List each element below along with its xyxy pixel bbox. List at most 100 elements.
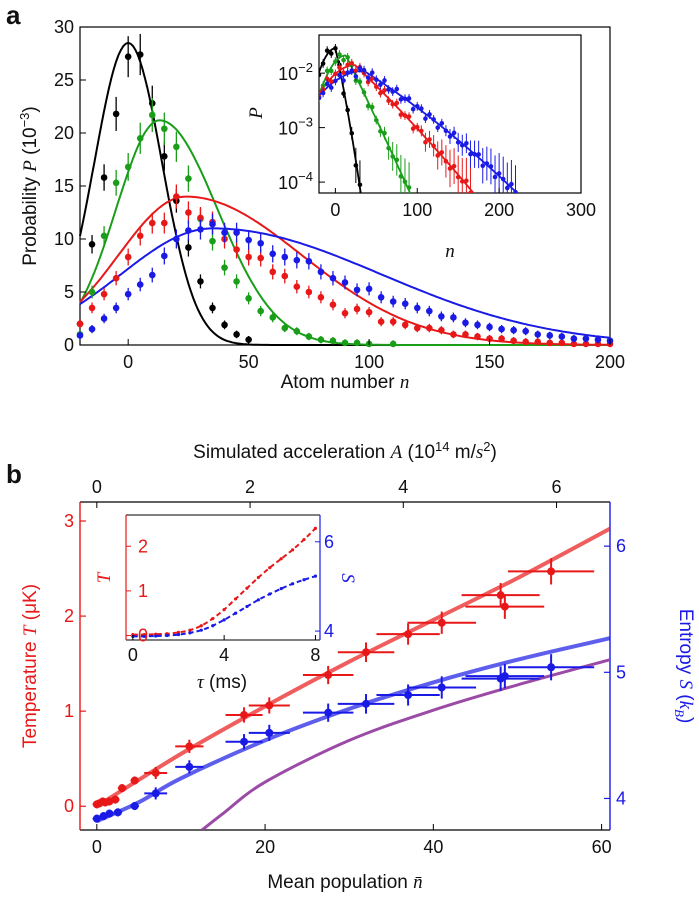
panel-b-inset-right-ticks: 46 xyxy=(315,532,334,641)
left-tick-label: 2 xyxy=(64,606,74,626)
inset-entropy-point xyxy=(256,598,260,602)
red-data-point xyxy=(185,209,192,216)
red-data-point xyxy=(281,272,289,280)
blue-data-point xyxy=(462,319,469,327)
blue-inset-point xyxy=(394,86,400,92)
panel-a-data-points xyxy=(76,33,614,348)
blue-inset-point xyxy=(427,112,432,117)
blue-data-point xyxy=(317,268,325,276)
blue-inset-point xyxy=(439,120,445,126)
inset-entropy-point xyxy=(154,634,158,638)
blue-data-point xyxy=(510,326,517,334)
red-inset-point xyxy=(419,128,424,134)
temperature-point xyxy=(404,630,413,639)
red-data-point xyxy=(233,246,240,253)
red-data-point xyxy=(173,193,180,200)
red-inset-point xyxy=(394,100,400,106)
blue-inset-point xyxy=(484,161,490,166)
entropy-point xyxy=(113,808,122,817)
blue-inset-point xyxy=(386,87,391,92)
red-inset-point xyxy=(414,124,420,130)
red-inset-point xyxy=(464,178,469,183)
temperature-point xyxy=(547,567,556,576)
inset-entropy-point xyxy=(176,633,181,637)
red-data-point xyxy=(317,294,325,301)
entropy-point xyxy=(151,789,160,798)
panel-b-inset-x-label: τ (ms) xyxy=(197,672,247,693)
x-tick-label: 20 xyxy=(255,837,275,857)
x-tick-label: 60 xyxy=(592,837,612,857)
green-data-point xyxy=(173,143,180,151)
blue-inset-point xyxy=(480,163,486,169)
blue-data-point xyxy=(221,229,228,236)
panel-b-data-points xyxy=(92,558,595,823)
x-tick-label: 40 xyxy=(423,837,443,857)
entropy-point xyxy=(185,762,194,771)
red-data-point xyxy=(329,301,337,309)
red-data-point xyxy=(365,308,373,316)
blue-data-point xyxy=(341,279,349,286)
blue-fit-line xyxy=(79,227,611,339)
x-tick-label: 100 xyxy=(354,352,384,372)
red-data-point xyxy=(558,339,566,347)
blue-inset-point xyxy=(337,72,342,78)
blue-data-point xyxy=(329,274,337,282)
inset-temperature-point xyxy=(176,630,181,635)
red-inset-point xyxy=(345,62,350,68)
red-data-point xyxy=(257,254,264,262)
blue-data-point xyxy=(353,286,361,294)
panel-b-inset-x-ticks: 0 4 8 xyxy=(128,635,320,665)
black-data-point xyxy=(233,331,240,338)
green-data-point xyxy=(353,339,361,347)
red-data-point xyxy=(438,326,445,334)
green-inset-point xyxy=(333,59,338,64)
panel-b-top-ticks: 0 2 4 6 xyxy=(92,477,562,508)
blue-inset-point xyxy=(333,78,338,84)
red-inset-point xyxy=(369,76,375,81)
inset-entropy-point xyxy=(233,611,238,615)
blue-inset-point xyxy=(345,70,350,75)
red-inset-point xyxy=(468,190,473,193)
temperature-point xyxy=(500,602,509,611)
red-inset-point xyxy=(459,179,465,184)
blue-data-point xyxy=(76,332,84,339)
green-inset-point xyxy=(345,54,350,60)
y-tick-label: 30 xyxy=(54,17,74,37)
panel-a-y-ticks: 0 5 10 15 20 25 30 xyxy=(54,17,86,355)
black-data-point xyxy=(88,241,96,248)
blue-data-point xyxy=(377,294,385,301)
red-data-point xyxy=(462,331,469,338)
inset-temperature-point xyxy=(256,575,260,580)
blue-data-point xyxy=(498,325,505,333)
inset-entropy-point xyxy=(268,592,272,596)
panel-a-inset-y-ticks: 10−2 10−3 10−4 xyxy=(278,60,325,193)
x-tick-label: 200 xyxy=(595,352,625,372)
red-data-point xyxy=(522,338,529,346)
red-data-point xyxy=(112,274,120,282)
blue-inset-point xyxy=(374,77,379,82)
inset-temperature-point xyxy=(313,526,318,530)
green-data-point xyxy=(161,125,168,133)
inset-x-tick-label: 8 xyxy=(310,645,320,665)
blue-data-point xyxy=(257,239,264,247)
green-inset-point xyxy=(390,154,395,159)
red-inset-point xyxy=(386,98,391,103)
red-data-point xyxy=(100,290,108,298)
red-data-point xyxy=(76,320,84,328)
red-data-point xyxy=(474,333,481,340)
blue-inset-point xyxy=(419,106,424,111)
x-tick-label: 0 xyxy=(123,352,133,372)
blue-inset-point xyxy=(398,97,404,102)
blue-data-point xyxy=(185,227,192,234)
inset-temperature-point xyxy=(245,586,249,590)
blue-data-point xyxy=(148,271,156,279)
blue-data-point xyxy=(233,229,240,236)
blue-inset-point xyxy=(341,78,346,83)
red-data-point xyxy=(486,335,493,342)
black-inset-point xyxy=(349,130,355,136)
inset-entropy-point xyxy=(279,587,283,591)
blue-inset-point xyxy=(423,116,428,121)
green-data-point xyxy=(341,339,349,347)
blue-data-point xyxy=(474,321,481,329)
inset-entropy-point xyxy=(142,634,146,639)
